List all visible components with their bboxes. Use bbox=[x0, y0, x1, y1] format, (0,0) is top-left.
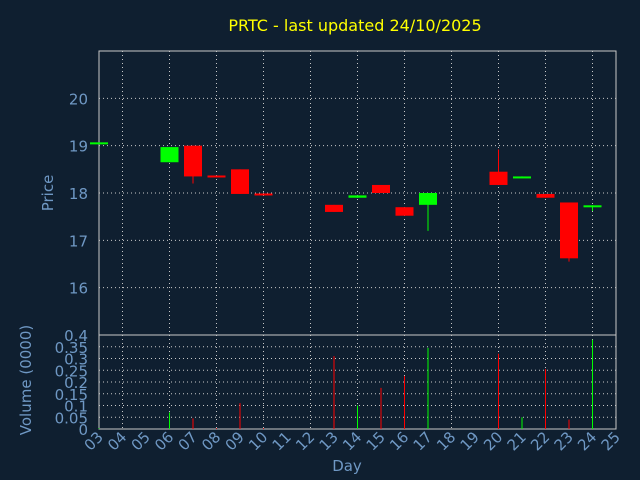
day-axis-label: Day bbox=[332, 457, 362, 475]
candles bbox=[90, 142, 602, 262]
price-y-tick-label: 16 bbox=[69, 280, 88, 298]
day-x-tick-label: 24 bbox=[574, 428, 600, 454]
candle bbox=[395, 207, 414, 216]
candle-body bbox=[160, 147, 179, 163]
day-x-tick-label: 23 bbox=[551, 428, 577, 454]
price-frame bbox=[98, 50, 617, 336]
price-y-tick-label: 18 bbox=[69, 185, 88, 203]
candle bbox=[254, 193, 273, 196]
day-x-tick-label: 04 bbox=[104, 428, 130, 454]
candle-body bbox=[372, 184, 390, 193]
candle bbox=[231, 169, 249, 194]
volume-y-tick-label: 0.2 bbox=[64, 374, 88, 392]
price-grid bbox=[99, 51, 616, 335]
candle-body bbox=[325, 204, 343, 212]
price-y-tick-label: 19 bbox=[69, 138, 88, 156]
candle-body bbox=[513, 176, 531, 179]
day-x-tick-label: 05 bbox=[128, 428, 154, 454]
candle bbox=[184, 145, 202, 184]
day-x-tick-label: 15 bbox=[363, 428, 389, 454]
price-axis-label: Price bbox=[39, 175, 57, 212]
day-x-tick-label: 12 bbox=[292, 428, 318, 454]
candle bbox=[325, 204, 343, 212]
volume-y-tick-label: 0.3 bbox=[64, 351, 88, 369]
price-y-tick-label: 20 bbox=[69, 90, 88, 108]
price-y-tick-label: 17 bbox=[69, 232, 88, 250]
volume-y-tick-label: 0.25 bbox=[55, 362, 88, 380]
day-x-tick-label: 06 bbox=[151, 428, 177, 454]
candle-body bbox=[583, 205, 602, 208]
candle bbox=[489, 149, 508, 185]
candle bbox=[348, 195, 367, 198]
price-y-ticks: 16 17 18 19 20 bbox=[69, 90, 88, 297]
day-x-tick-label: 14 bbox=[339, 428, 365, 454]
candle bbox=[372, 184, 390, 193]
day-x-tick-label: 07 bbox=[175, 428, 201, 454]
day-x-tick-label: 18 bbox=[433, 428, 459, 454]
candle-body bbox=[536, 193, 555, 198]
day-x-ticks: 0304050607080910111213141516171819202122… bbox=[81, 428, 624, 454]
volume-y-tick-label: 0.35 bbox=[55, 339, 88, 357]
candle-body bbox=[184, 145, 202, 177]
chart-title: PRTC - last updated 24/10/2025 bbox=[228, 16, 481, 35]
candle bbox=[207, 175, 226, 178]
candle-body bbox=[254, 193, 273, 196]
day-x-tick-label: 16 bbox=[386, 428, 412, 454]
candle-body bbox=[90, 142, 108, 145]
price-panel: 16 17 18 19 20 Price bbox=[39, 50, 617, 336]
candle-body bbox=[207, 175, 226, 178]
candle-body bbox=[560, 202, 578, 259]
volume-y-tick-label: 0.05 bbox=[55, 409, 88, 427]
candle bbox=[583, 205, 602, 211]
candle bbox=[419, 193, 437, 231]
volume-axis-label: Volume (0000) bbox=[17, 325, 35, 435]
volume-y-tick-label: 0.1 bbox=[64, 398, 88, 416]
volume-panel: 00.050.10.150.20.250.30.350.4 0304050607… bbox=[17, 325, 624, 475]
volume-y-tick-label: 0 bbox=[78, 421, 88, 439]
day-x-tick-label: 20 bbox=[480, 428, 506, 454]
day-x-tick-label: 09 bbox=[222, 428, 248, 454]
volume-y-tick-label: 0.4 bbox=[64, 327, 88, 345]
day-x-tick-label: 17 bbox=[410, 428, 436, 454]
candle-body bbox=[489, 171, 508, 185]
candle bbox=[560, 202, 578, 262]
volume-y-tick-label: 0.15 bbox=[55, 386, 88, 404]
day-x-tick-label: 13 bbox=[316, 428, 342, 454]
day-x-tick-label: 19 bbox=[457, 428, 483, 454]
candle-body bbox=[231, 169, 249, 194]
day-x-tick-label: 25 bbox=[598, 428, 624, 454]
candle-body bbox=[348, 195, 367, 198]
volume-bars bbox=[98, 339, 593, 429]
candle bbox=[90, 142, 108, 145]
candle-body bbox=[395, 207, 414, 216]
day-x-tick-label: 10 bbox=[245, 428, 271, 454]
day-x-tick-label: 11 bbox=[269, 428, 295, 454]
day-x-tick-label: 22 bbox=[527, 428, 553, 454]
day-x-tick-label: 21 bbox=[504, 428, 530, 454]
candle bbox=[160, 147, 179, 163]
candle bbox=[536, 193, 555, 198]
volume-y-ticks: 00.050.10.150.20.250.30.350.4 bbox=[55, 327, 88, 439]
candle bbox=[513, 176, 531, 179]
candle-body bbox=[419, 193, 437, 205]
day-x-tick-label: 08 bbox=[198, 428, 224, 454]
